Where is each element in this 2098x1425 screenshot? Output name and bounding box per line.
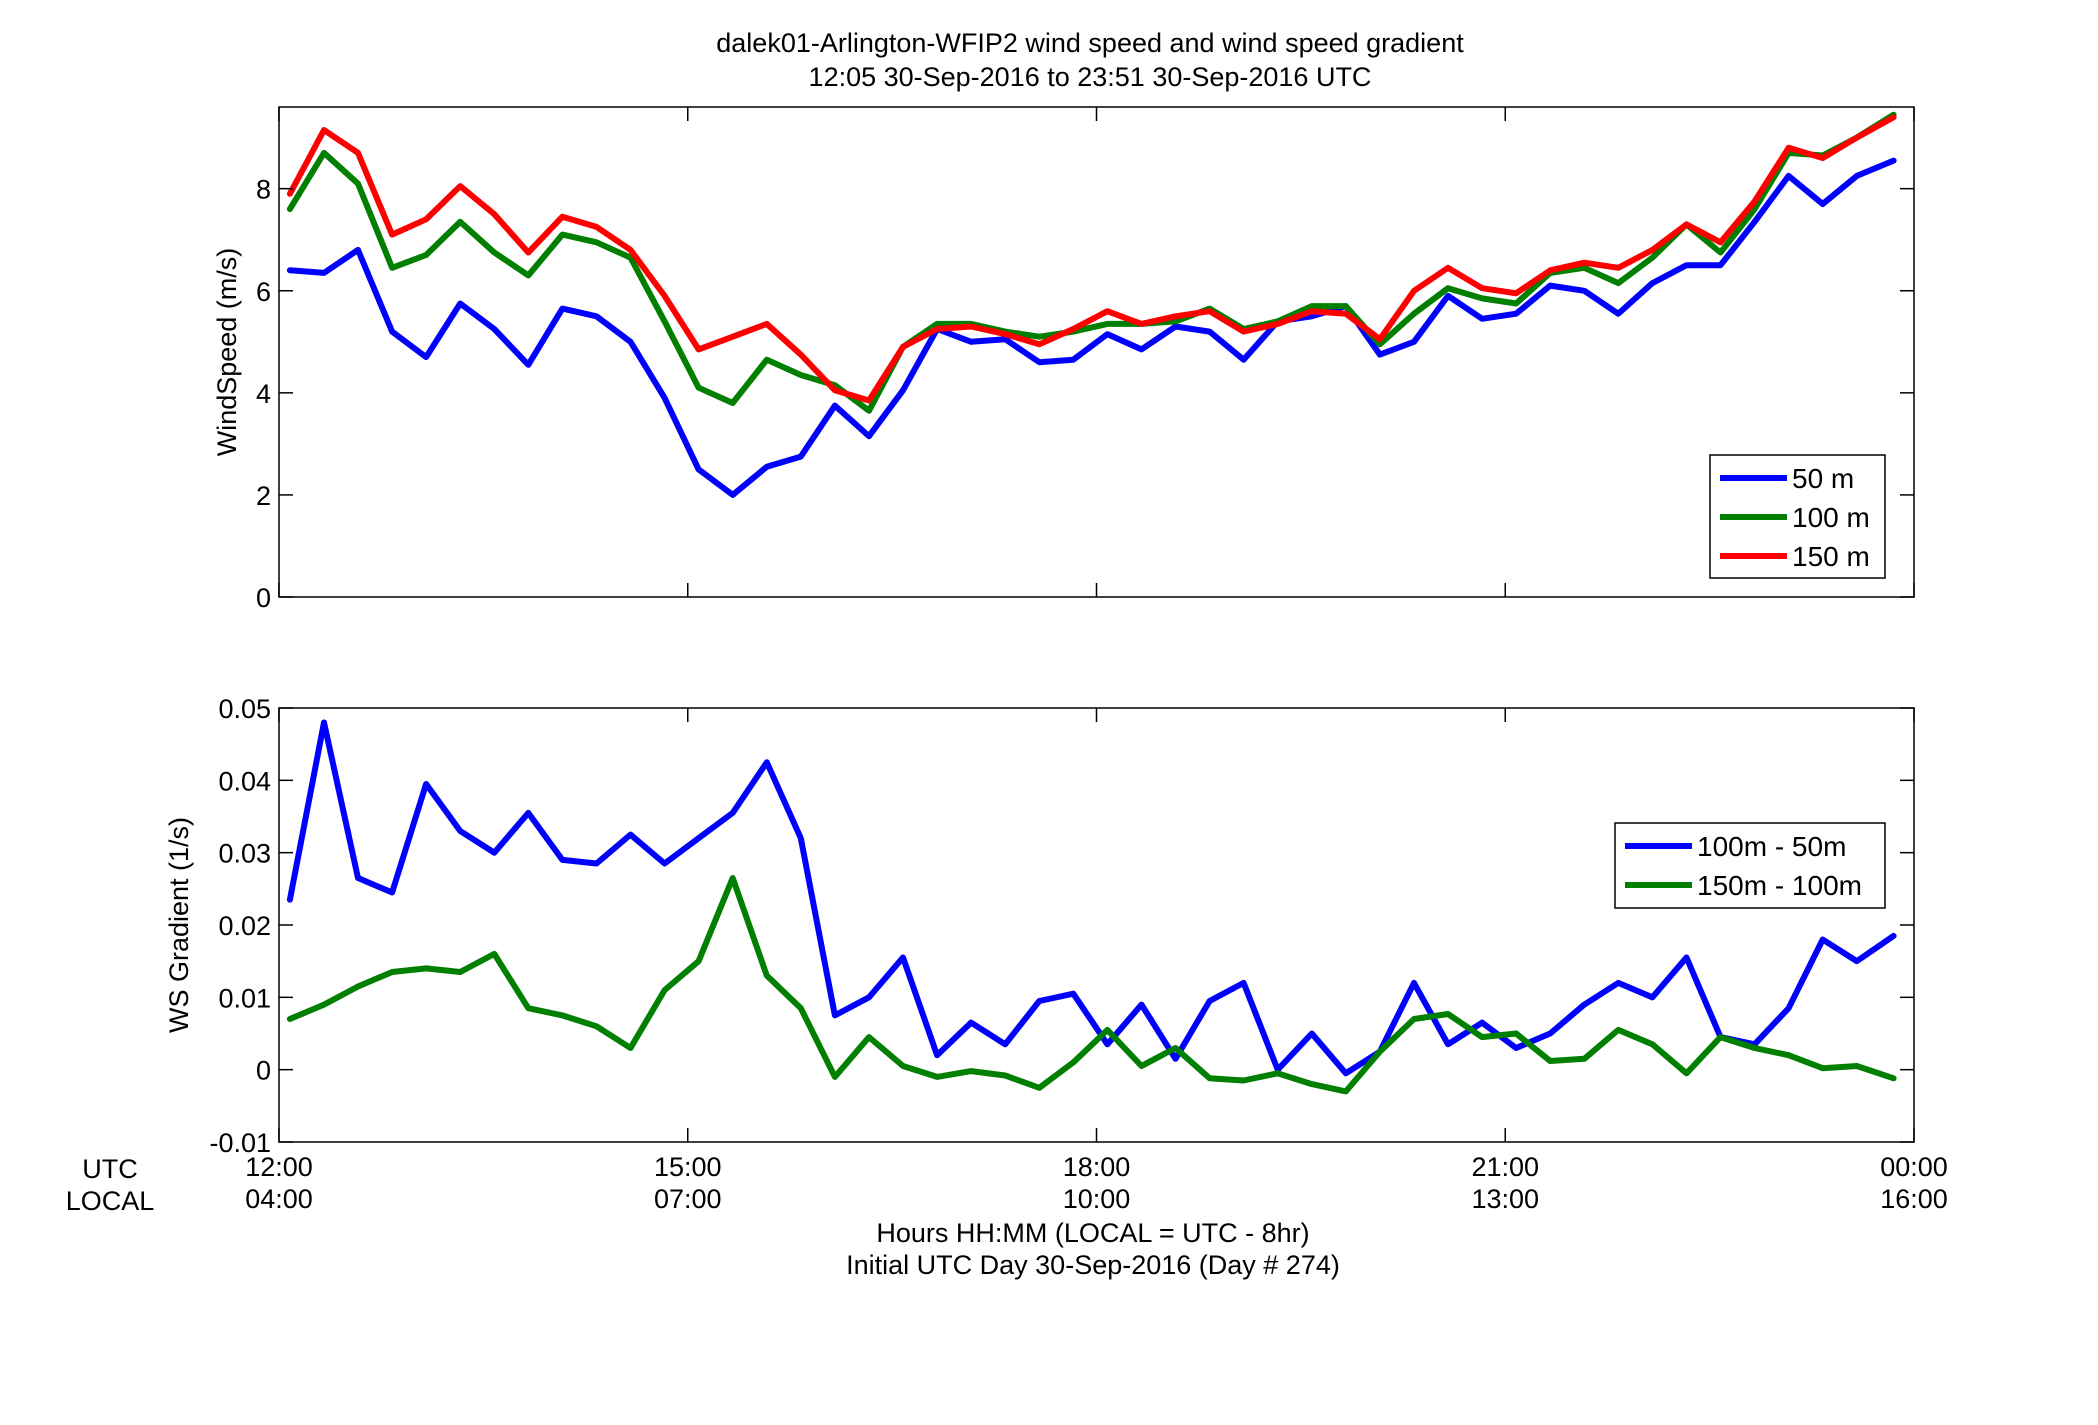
x-tick-label-local: 16:00 — [1880, 1184, 1948, 1214]
wind-speed-ytick-label: 8 — [256, 175, 271, 205]
legend-label-150m: 150 m — [1792, 541, 1870, 572]
gradient-ytick-label: 0 — [256, 1056, 271, 1086]
wind-speed-series-50-m — [286, 157, 1897, 498]
wind-speed-ytick-label: 4 — [256, 379, 271, 409]
gradient-panel: -0.01 0 0.01 0.02 0.03 0.04 0.05 WS Gradient (… — [164, 694, 1915, 1158]
gradient-ytick-label: 0.03 — [218, 839, 271, 869]
legend-label-50m: 50 m — [1792, 463, 1854, 494]
wind-speed-series-group — [286, 111, 1897, 498]
figure-title-line1: dalek01-Arlington-WFIP2 wind speed and w… — [716, 28, 1464, 58]
x-tick-label-utc: 18:00 — [1063, 1152, 1131, 1182]
gradient-legend: 100m - 50m 150m - 100m — [1614, 822, 1886, 909]
wind-speed-legend: 50 m 100 m 150 m — [1709, 454, 1886, 579]
wind-speed-ytick-label: 2 — [256, 481, 271, 511]
xlabel-line2: Initial UTC Day 30-Sep-2016 (Day # 274) — [846, 1250, 1340, 1280]
x-tick-label-utc: 21:00 — [1471, 1152, 1539, 1182]
gradient-ytick-label: 0.01 — [218, 983, 271, 1013]
gradient-series-group — [286, 719, 1897, 1095]
gradient-ytick-label: 0.04 — [218, 766, 271, 796]
legend-label-100m-50m: 100m - 50m — [1697, 831, 1846, 862]
row-label-utc: UTC — [82, 1154, 138, 1184]
x-tick-label-utc: 00:00 — [1880, 1152, 1948, 1182]
legend-label-100m: 100 m — [1792, 502, 1870, 533]
x-tick-label-local: 04:00 — [245, 1184, 313, 1214]
gradient-ytick-label: 0.05 — [218, 694, 271, 724]
gradient-x-ticks — [278, 708, 1915, 1142]
row-label-local: LOCAL — [66, 1186, 155, 1216]
gradient-ytick-label: 0.02 — [218, 911, 271, 941]
gradient-ylabel: WS Gradient (1/s) — [164, 817, 194, 1033]
legend-label-150m-100m: 150m - 100m — [1697, 870, 1862, 901]
gradient-ytick-label: -0.01 — [209, 1128, 271, 1158]
gradient-series-100m-50m — [286, 719, 1897, 1077]
x-tick-label-local: 07:00 — [654, 1184, 722, 1214]
wind-speed-x-ticks — [278, 107, 1915, 597]
gradient-y-axis: -0.01 0 0.01 0.02 0.03 0.04 0.05 — [209, 694, 1914, 1158]
figure-title-line2: 12:05 30-Sep-2016 to 23:51 30-Sep-2016 U… — [809, 62, 1372, 92]
x-tick-label-utc: 12:00 — [245, 1152, 313, 1182]
wind-speed-y-axis: 0 2 4 6 8 — [256, 175, 1914, 613]
wind-speed-series-150-m — [286, 114, 1897, 404]
wind-speed-series-100-m — [286, 111, 1897, 414]
wind-speed-ylabel: WindSpeed (m/s) — [212, 248, 242, 457]
gradient-series-150m-100m — [286, 875, 1897, 1095]
wind-speed-ytick-label: 6 — [256, 277, 271, 307]
wind-speed-panel: 0 2 4 6 8 WindSpeed (m/s) 50 m 100 m 150 m — [212, 106, 1915, 613]
wind-speed-ytick-label: 0 — [256, 583, 271, 613]
gradient-legend-box — [1614, 822, 1886, 909]
x-tick-label-local: 13:00 — [1471, 1184, 1539, 1214]
x-tick-label-local: 10:00 — [1063, 1184, 1131, 1214]
x-tick-label-utc: 15:00 — [654, 1152, 722, 1182]
xlabel-line1: Hours HH:MM (LOCAL = UTC - 8hr) — [876, 1218, 1309, 1248]
